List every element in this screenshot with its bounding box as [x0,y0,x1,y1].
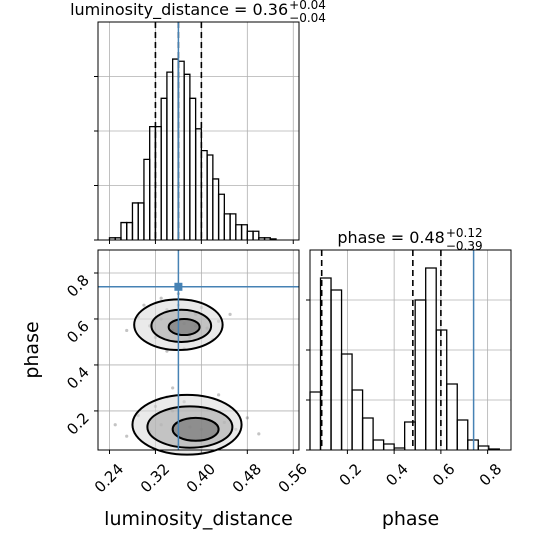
x-tick-label: 0.48 [229,460,265,496]
hist-bin [382,443,395,450]
hist-bin [235,224,243,240]
y-tick-label: 0.2 [63,409,93,439]
hist-bin [166,71,174,240]
hist-bin [240,224,248,240]
hist-bin [351,389,364,450]
hist-bin [425,267,437,450]
title-upper: +0.04 [289,0,326,12]
sample-point [245,416,249,420]
x-axis-label: luminosity_distance [104,508,293,530]
axes-frame [97,249,300,451]
hist-bin [309,391,322,450]
x-axis-label: phase [382,508,439,530]
hist-bin [183,73,191,240]
hist-bin [126,221,134,240]
hist-bin [477,445,490,450]
hist-bin [154,125,162,240]
hist-bin [414,299,427,450]
sample-point [125,434,129,438]
sample-point [228,312,232,316]
contour [167,317,201,337]
sample-point [125,328,129,333]
sample-point [159,296,163,300]
hist-bin [120,221,128,240]
hist-bin [160,97,168,240]
truth-marker [174,282,183,291]
y-axis-label: phase [21,321,43,378]
y-tick-label: 0.8 [63,271,93,301]
x-tick-label: 0.8 [476,460,506,490]
hist-bin [340,353,353,450]
x-tick-label: 0.4 [382,460,412,490]
panel-title: luminosity_distance = 0.36 [70,0,288,20]
y-tick-label: 0.4 [63,363,93,393]
contour [171,416,220,442]
hist-bin [177,60,185,240]
hist-bin [189,97,197,240]
hist-bin [149,125,157,240]
hist-bin [229,213,237,240]
hist-bin [456,419,469,450]
hist-bin [212,178,220,240]
x-tick-label: 0.2 [336,460,366,490]
hist-bin [330,289,343,450]
hist-bin [137,202,145,240]
x-tick-label: 0.6 [429,460,459,490]
hist-bin [246,230,254,240]
sample-point [257,432,261,436]
sample-point [142,303,146,307]
y-tick-label: 0.6 [63,317,93,347]
title-lower: −0.39 [446,239,483,253]
axes-frame [97,21,300,241]
sample-point [165,349,169,353]
sample-point [113,423,117,427]
x-tick-label: 0.40 [183,460,219,496]
x-tick-label: 0.32 [137,460,173,496]
hist-bin [131,202,139,240]
axes-frame [309,249,512,451]
hist-bin [143,158,151,240]
sample-point [171,386,175,390]
sample-point [217,393,221,397]
title-lower: −0.04 [289,11,326,25]
hist-bin [269,238,277,240]
hist-bin [194,128,203,240]
hist-bin [223,213,231,240]
hist-bin [206,154,214,240]
panel-title: phase = 0.48 [337,228,444,247]
x-tick-label: 0.56 [275,460,311,496]
hist-bin [372,439,385,450]
hist-bin [200,149,208,240]
hist-bin [217,193,225,240]
x-tick-label: 0.24 [91,460,127,496]
title-upper: +0.12 [446,226,483,240]
hist-bin [446,383,458,450]
hist-bin [172,58,180,240]
hist-bin [252,230,260,240]
hist-bin [361,417,374,450]
